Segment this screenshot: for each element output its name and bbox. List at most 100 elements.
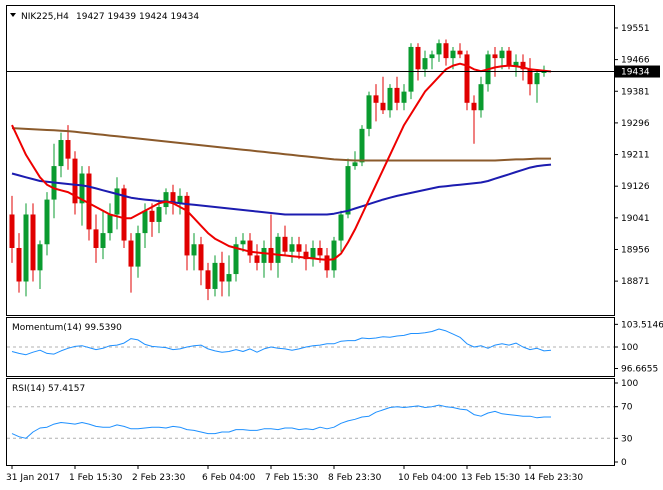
candle-body: [135, 233, 141, 267]
candle: [324, 247, 330, 278]
time-tick-label: 6 Feb 04:00: [202, 473, 256, 483]
candle: [135, 225, 141, 278]
candle-body: [422, 58, 428, 70]
price-tick-label: 19211: [621, 151, 650, 161]
momentum-line: [11, 328, 552, 356]
candle-body: [156, 207, 162, 222]
candle-body: [352, 162, 358, 167]
candle-body: [16, 247, 22, 282]
candle-body: [527, 69, 533, 85]
candle: [170, 184, 176, 215]
candle: [261, 240, 267, 278]
candle: [380, 76, 386, 114]
candle-body: [191, 244, 197, 256]
candle: [289, 236, 295, 263]
candle-body: [268, 247, 274, 263]
candle-body: [65, 140, 71, 159]
candle: [331, 236, 337, 278]
candle: [471, 95, 477, 144]
candle-body: [506, 50, 512, 66]
candle-body: [198, 244, 204, 271]
time-tick-label: 7 Feb 15:30: [265, 473, 319, 483]
candle-body: [478, 84, 484, 111]
ma-mid-line: [11, 163, 552, 216]
ma-slow-line: [11, 127, 551, 162]
ohlc-values: 19427 19439 19424 19434: [76, 12, 199, 22]
candle-body: [520, 61, 526, 70]
price-tick-label: 19466: [621, 56, 650, 66]
candle: [44, 192, 50, 256]
candle: [93, 214, 99, 263]
price-tick-label: 18871: [621, 277, 650, 287]
time-tick-label: 10 Feb 04:00: [398, 473, 457, 483]
candle-body: [394, 87, 400, 103]
current-price-badge-label: 19434: [621, 68, 650, 78]
candle-body: [359, 128, 365, 163]
candle-body: [247, 240, 253, 256]
candle: [65, 125, 71, 170]
candle-body: [86, 173, 92, 230]
candle: [100, 210, 106, 260]
candle: [156, 199, 162, 234]
rsi-tick-label: 70: [621, 403, 633, 413]
candle-body: [324, 255, 330, 271]
candle-body: [443, 43, 449, 59]
candle-body: [471, 102, 477, 111]
candle: [345, 158, 351, 219]
time-tick-label: 1 Feb 15:30: [69, 473, 123, 483]
candle-body: [114, 188, 120, 215]
rsi-line: [11, 404, 551, 439]
candle-body: [464, 54, 470, 103]
ma-fast-line: [11, 62, 552, 261]
candle: [205, 262, 211, 301]
candle: [436, 39, 442, 62]
candle: [366, 91, 372, 137]
candle: [457, 43, 463, 59]
candle: [184, 192, 190, 271]
dropdown-triangle-icon[interactable]: [10, 13, 16, 17]
candle: [212, 255, 218, 297]
reference-lines: [7, 346, 614, 439]
candle-body: [373, 95, 379, 103]
price-tick-label: 19296: [621, 119, 650, 129]
candle: [198, 236, 204, 286]
candle: [79, 166, 85, 226]
candle: [373, 84, 379, 122]
candle: [72, 151, 78, 215]
candle-body: [457, 50, 463, 55]
symbol-label: NIK225,H4: [21, 12, 69, 22]
candle: [128, 233, 134, 293]
candle-body: [408, 46, 414, 92]
candle-body: [79, 173, 85, 204]
candle-body: [177, 195, 183, 204]
candle: [219, 251, 225, 297]
candle: [30, 203, 36, 282]
price-tick-label: 19041: [621, 214, 650, 224]
candle: [359, 125, 365, 167]
candle-body: [37, 244, 43, 271]
candle-body: [387, 87, 393, 111]
candle: [394, 76, 400, 111]
candle: [338, 210, 344, 252]
candle: [149, 203, 155, 237]
candle-body: [219, 262, 225, 282]
price-tick-label: 19551: [621, 24, 650, 34]
price-tick-label: 19381: [621, 87, 650, 97]
candle-body: [205, 270, 211, 289]
candle-body: [499, 50, 505, 59]
candle-body: [345, 166, 351, 215]
price-tick-label: 18956: [621, 245, 650, 255]
candle-body: [184, 195, 190, 256]
time-tick-label: 8 Feb 23:30: [328, 473, 382, 483]
rsi-series: [11, 404, 551, 439]
price-tick-label: 19126: [621, 182, 650, 192]
candle: [23, 203, 29, 297]
candle-body: [429, 54, 435, 59]
candle-body: [58, 140, 64, 167]
momentum-series: [11, 328, 552, 356]
momentum-label: Momentum(14) 99.5390: [12, 323, 122, 333]
candle: [177, 188, 183, 215]
rsi-axis: 100 70 30 0: [614, 379, 638, 468]
candle-body: [303, 251, 309, 260]
